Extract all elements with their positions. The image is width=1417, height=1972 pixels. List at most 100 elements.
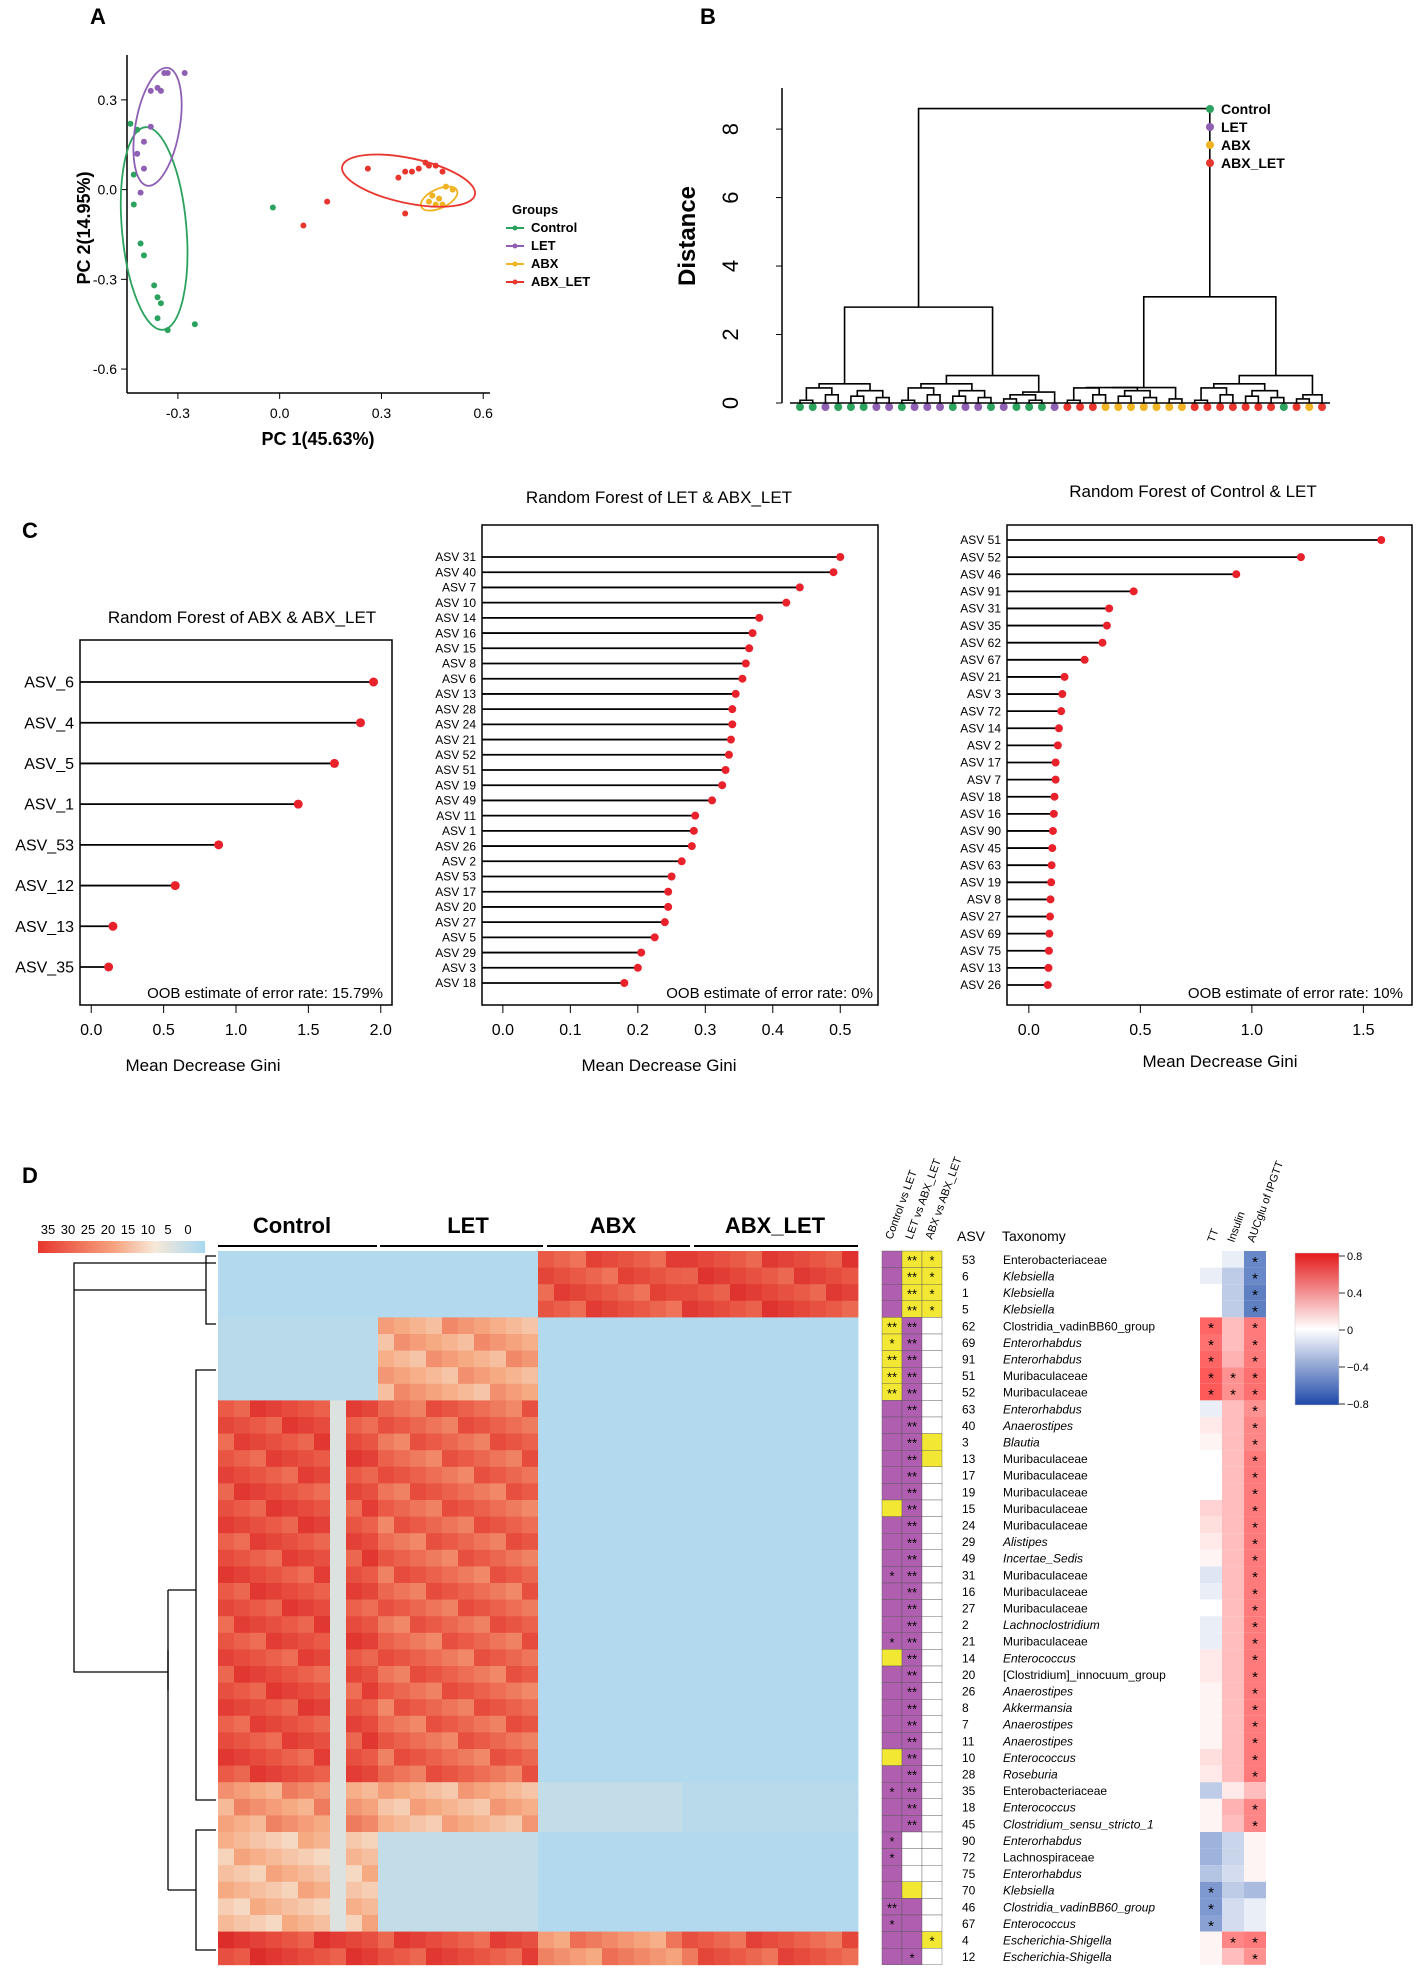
heatmap-cell (474, 1881, 491, 1899)
heatmap-cell (282, 1300, 299, 1318)
heatmap-cell (698, 1898, 715, 1916)
heatmap-cell (442, 1317, 459, 1335)
taxon-label: Anaerostipes (1002, 1419, 1073, 1433)
abundance-scale-bar (38, 1241, 205, 1253)
heatmap-cell (346, 1599, 363, 1617)
heatmap-cell (586, 1666, 603, 1683)
heatmap-cell (506, 1666, 523, 1683)
heatmap-cell (410, 1284, 427, 1302)
heatmap-cell (570, 1616, 587, 1634)
heatmap-cell (346, 1267, 363, 1285)
taxon-label: Muribaculaceae (1003, 1602, 1088, 1616)
heatmap-cell (618, 1848, 635, 1866)
correlation-cell (1244, 1616, 1266, 1633)
rf2-dot (728, 720, 737, 729)
heatmap-cell (362, 1599, 379, 1617)
heatmap-cell (250, 1566, 267, 1584)
heatmap-cell (538, 1948, 555, 1966)
heatmap-cell (762, 1848, 779, 1866)
heatmap-cell (554, 1483, 571, 1501)
heatmap-cell (298, 1915, 315, 1932)
heatmap-cell (842, 1450, 859, 1468)
heatmap-cell (650, 1699, 667, 1717)
pca-x-label: PC 1(45.63%) (261, 429, 374, 449)
heatmap-cell (490, 1732, 507, 1750)
heatmap-cell (634, 1483, 651, 1501)
heatmap-cell (826, 1815, 843, 1833)
heatmap-cell (410, 1948, 427, 1966)
pca-x-tick-label: -0.3 (166, 405, 190, 421)
significance-cell (901, 1898, 923, 1916)
heatmap-cell (714, 1931, 731, 1949)
heatmap-cell (362, 1566, 379, 1584)
heatmap-cell (650, 1765, 667, 1783)
correlation-star: * (1208, 1320, 1214, 1337)
heatmap-cell (842, 1583, 859, 1600)
heatmap-cell (298, 1549, 315, 1567)
rf3-dot (1045, 929, 1054, 938)
heatmap-cell (538, 1450, 555, 1468)
heatmap-cell (746, 1682, 763, 1700)
heatmap-cell (330, 1749, 347, 1766)
correlation-star: * (1252, 1702, 1258, 1719)
heatmap-cell (378, 1881, 395, 1899)
heatmap-cell (682, 1898, 699, 1916)
heatmap-cell (762, 1815, 779, 1833)
heatmap-cell (538, 1666, 555, 1683)
correlation-star: * (1252, 1420, 1258, 1437)
rf2-category-label: ASV 26 (435, 839, 476, 853)
heatmap-cell (506, 1300, 523, 1318)
heatmap-cell (506, 1782, 523, 1800)
heatmap-cell (762, 1782, 779, 1800)
heatmap-cell (778, 1566, 795, 1584)
heatmap-cell (586, 1815, 603, 1833)
heatmap-cell (490, 1649, 507, 1667)
rf1-category-label: ASV_35 (15, 960, 74, 977)
significance-cell (921, 1831, 943, 1849)
rf2-dot (728, 705, 737, 714)
significance-cell (881, 1715, 903, 1733)
heatmap-cell (378, 1450, 395, 1468)
heatmap-cell (778, 1317, 795, 1335)
asv-id-label: 62 (962, 1319, 976, 1333)
heatmap-cell (682, 1599, 699, 1617)
heatmap-cell (378, 1300, 395, 1318)
heatmap-cell (250, 1765, 267, 1783)
heatmap-cell (810, 1284, 827, 1302)
heatmap-group-abx-let: ABX_LET (725, 1213, 826, 1238)
heatmap-cell (554, 1682, 571, 1700)
heatmap-cell (762, 1765, 779, 1783)
heatmap-cell (298, 1533, 315, 1551)
heatmap-cell (410, 1533, 427, 1551)
heatmap-cell (218, 1500, 235, 1517)
heatmap-cell (378, 1466, 395, 1484)
heatmap-cell (810, 1417, 827, 1434)
heatmap-cell (778, 1400, 795, 1418)
heatmap-cell (714, 1798, 731, 1816)
pca-legend-label: ABX (531, 256, 559, 271)
heatmap-cell (410, 1583, 427, 1600)
heatmap-cell (458, 1798, 475, 1816)
asv-id-label: 90 (962, 1834, 976, 1848)
taxon-label: Enterorhabdus (1003, 1402, 1082, 1416)
heatmap-cell (538, 1500, 555, 1517)
rf2-title: Random Forest of LET & ABX_LET (526, 488, 792, 507)
significance-star: * (929, 1253, 934, 1268)
heatmap-cell (794, 1516, 811, 1534)
rf3-category-label: ASV 45 (960, 841, 1001, 855)
heatmap-cell (762, 1832, 779, 1849)
correlation-cell (1222, 1284, 1244, 1301)
heatmap-cell (826, 1500, 843, 1517)
heatmap-cell (666, 1649, 683, 1667)
heatmap-cell (426, 1599, 443, 1617)
heatmap-cell (650, 1549, 667, 1567)
significance-star: ** (907, 1386, 917, 1401)
dendro-branch (1244, 395, 1260, 403)
heatmap-cell (282, 1417, 299, 1434)
heatmap-cell (554, 1616, 571, 1634)
rf3-category-label: ASV 27 (960, 910, 1001, 924)
heatmap-cell (682, 1383, 699, 1401)
heatmap-cell (602, 1898, 619, 1916)
heatmap-cell (298, 1417, 315, 1434)
heatmap-cell (746, 1500, 763, 1517)
